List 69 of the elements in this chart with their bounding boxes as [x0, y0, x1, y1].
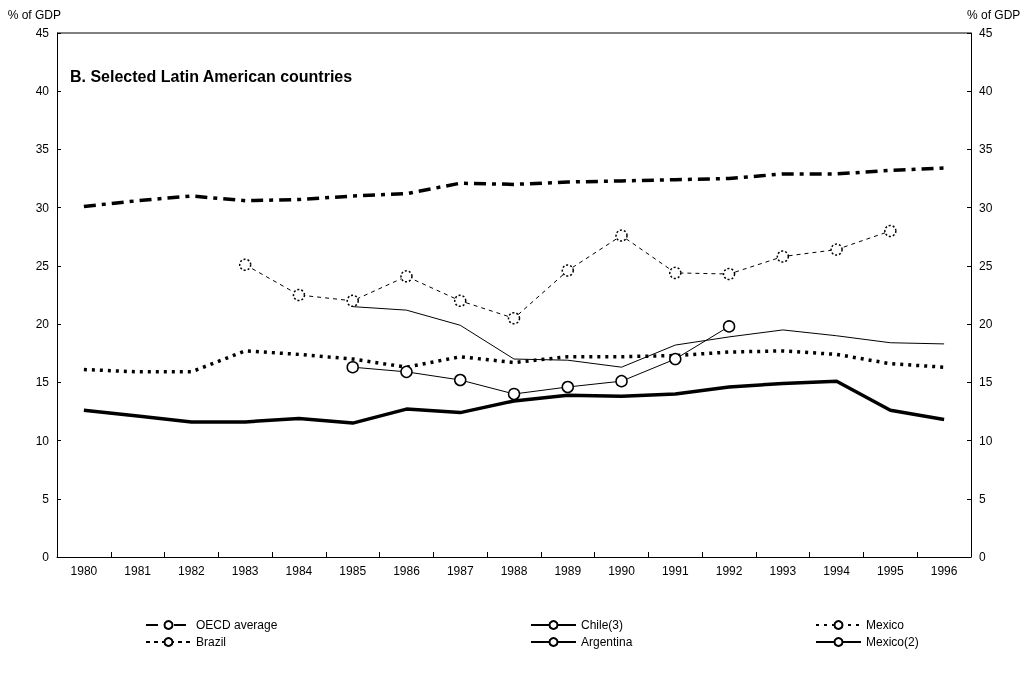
y-tick-label: 10	[35, 433, 50, 448]
y2-tick-label: 15	[979, 375, 993, 390]
y-tick-label: 20	[35, 317, 50, 332]
y2-axis-title: % of GDP	[967, 8, 1021, 22]
y-tick-label: 25	[35, 258, 50, 273]
x-tick-label: 1991	[661, 564, 689, 578]
point	[454, 373, 467, 387]
y-tick-label: 15	[35, 375, 50, 390]
y-tick-label: 30	[35, 200, 50, 215]
x-tick-label: 1993	[769, 564, 797, 578]
x-tick-label: 1984	[285, 564, 313, 578]
y2-tick-label: 35	[979, 142, 993, 157]
y2-tick-label: 25	[979, 258, 993, 273]
x-tick-label: 1982	[178, 564, 206, 578]
y2-tick-label: 30	[979, 200, 993, 215]
y-tick-label: 35	[35, 142, 50, 157]
point	[454, 294, 467, 308]
legend-label: Brazil	[196, 635, 227, 649]
point	[669, 266, 682, 280]
x-tick-label: 1985	[339, 564, 367, 578]
point	[722, 267, 736, 281]
x-tick-label: 1992	[715, 564, 743, 578]
point	[238, 258, 252, 271]
point	[561, 380, 575, 394]
y2-tick-label: 20	[979, 317, 993, 332]
y-tick-label: 40	[35, 84, 50, 99]
point	[884, 224, 897, 238]
x-tick-label: 1994	[823, 564, 851, 578]
legend-label: Chile(3)	[581, 618, 624, 632]
y2-tick-label: 5	[979, 491, 986, 506]
point	[346, 294, 359, 308]
x-tick-label: 1986	[393, 564, 421, 578]
y2-tick-label: 0	[979, 550, 986, 564]
y2-tick-label: 45	[979, 26, 993, 40]
x-tick-label: 1990	[608, 564, 636, 578]
point	[830, 243, 843, 256]
y-axis-title: % of GDP	[7, 8, 61, 22]
legend-label: OECD average	[196, 618, 278, 632]
x-tick-label: 1988	[500, 564, 528, 578]
point	[507, 312, 521, 325]
x-tick-label: 1980	[70, 564, 98, 578]
point	[400, 270, 413, 283]
legend-label: Mexico	[866, 618, 905, 632]
point	[776, 250, 790, 263]
x-tick-label: 1995	[877, 564, 905, 578]
y-tick-label: 45	[35, 26, 50, 40]
x-tick-label: 1981	[124, 564, 152, 578]
x-tick-label: 1996	[930, 564, 958, 578]
point	[346, 360, 359, 374]
point	[400, 365, 413, 379]
text: B. Selected Latin American countries	[70, 67, 353, 85]
y-tick-label: 0	[42, 550, 50, 564]
legend-label: Argentina	[581, 635, 633, 649]
line-series	[82, 166, 946, 209]
point	[615, 229, 628, 242]
point	[669, 352, 682, 366]
line-series	[82, 379, 946, 425]
y2-tick-label: 40	[979, 84, 993, 99]
x-tick-label: 1989	[554, 564, 582, 578]
point	[507, 387, 521, 401]
point	[292, 288, 306, 302]
point	[561, 264, 575, 277]
y2-tick-label: 10	[979, 433, 993, 448]
point	[615, 374, 628, 388]
x-tick-label: 1983	[231, 564, 259, 578]
point	[722, 320, 736, 333]
legend-label: Mexico(2)	[866, 635, 919, 649]
y-tick-label: 5	[42, 491, 50, 506]
x-tick-label: 1987	[446, 564, 474, 578]
